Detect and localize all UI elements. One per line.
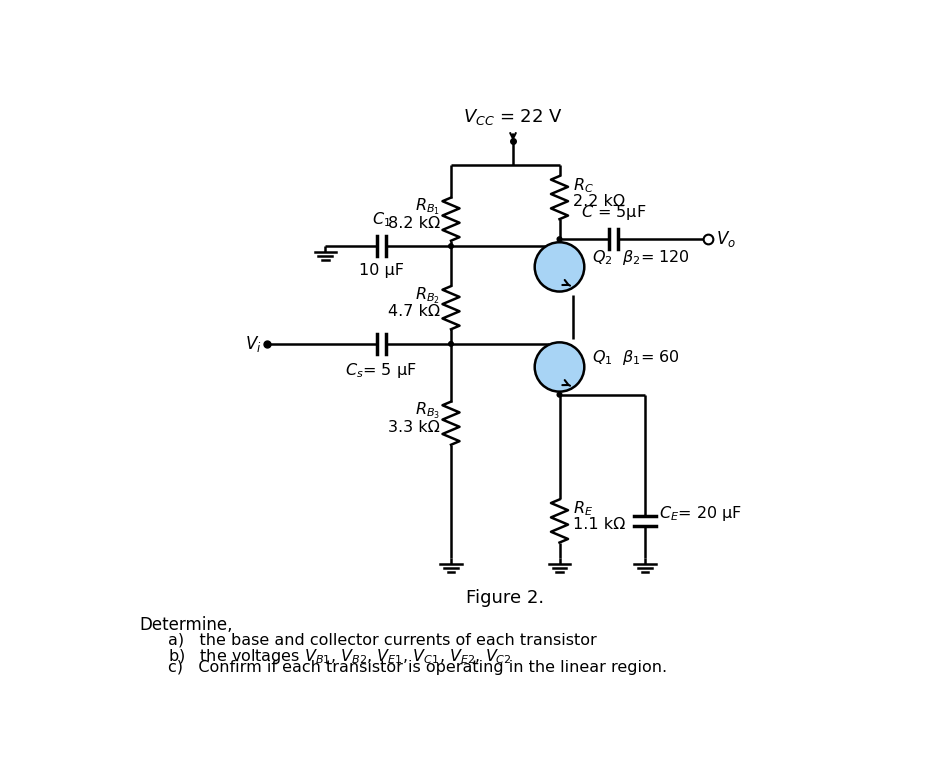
Text: $C_E$= 20 μF: $C_E$= 20 μF <box>658 504 741 522</box>
Text: b)   the voltages $V_{B1}$, $V_{B2}$, $V_{E1}$, $V_{C1}$, $V_{E2}$, $V_{C2}$: b) the voltages $V_{B1}$, $V_{B2}$, $V_{… <box>168 646 512 666</box>
Text: $C_s$= 5 μF: $C_s$= 5 μF <box>346 361 417 380</box>
Text: a)   the base and collector currents of each transistor: a) the base and collector currents of ea… <box>168 632 597 648</box>
Text: $R_C$: $R_C$ <box>574 176 594 194</box>
Circle shape <box>557 237 561 241</box>
Text: c)   Confirm if each transistor is operating in the linear region.: c) Confirm if each transistor is operati… <box>168 660 667 676</box>
Text: $V_o$: $V_o$ <box>716 229 736 249</box>
Circle shape <box>535 242 584 292</box>
Text: 2.2 kΩ: 2.2 kΩ <box>574 194 625 209</box>
Text: $C_1$: $C_1$ <box>372 211 391 229</box>
Text: Figure 2.: Figure 2. <box>466 589 544 607</box>
Text: 10 μF: 10 μF <box>359 263 404 278</box>
Text: $Q_2$  $\beta_2$= 120: $Q_2$ $\beta_2$= 120 <box>593 248 690 267</box>
Text: $R_{B_2}$: $R_{B_2}$ <box>415 285 440 306</box>
Text: 1.1 kΩ: 1.1 kΩ <box>574 517 625 533</box>
Text: 4.7 kΩ: 4.7 kΩ <box>388 304 440 319</box>
Text: Determine,: Determine, <box>139 615 233 634</box>
Text: 8.2 kΩ: 8.2 kΩ <box>388 215 440 231</box>
Text: $R_{B_1}$: $R_{B_1}$ <box>415 197 440 217</box>
Circle shape <box>448 341 453 346</box>
Text: $R_{B_3}$: $R_{B_3}$ <box>415 401 440 421</box>
Text: $C$ = 5μF: $C$ = 5μF <box>581 204 646 222</box>
Text: $V_{CC}$ = 22 V: $V_{CC}$ = 22 V <box>463 107 563 127</box>
Text: 3.3 kΩ: 3.3 kΩ <box>388 420 440 434</box>
Circle shape <box>535 342 584 392</box>
Circle shape <box>448 244 453 248</box>
Text: $R_E$: $R_E$ <box>574 499 593 518</box>
Text: $Q_1$  $\beta_1$= 60: $Q_1$ $\beta_1$= 60 <box>593 348 680 367</box>
Text: $V_i$: $V_i$ <box>245 334 261 354</box>
Circle shape <box>557 392 561 397</box>
